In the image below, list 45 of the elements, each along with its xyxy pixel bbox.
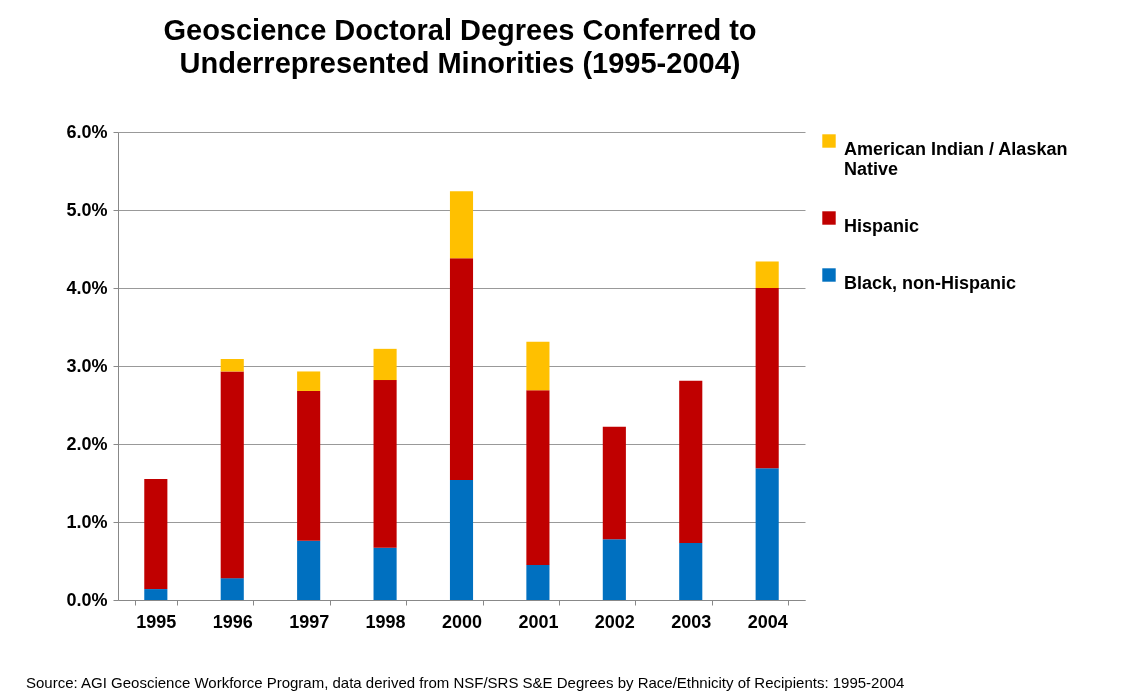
source-note: Source: AGI Geoscience Workforce Program, data derived from NSF/SRS S&E Degrees by Race/Ethnicity of Recipients: 1995-2004 <box>26 674 905 691</box>
bar <box>755 261 779 288</box>
bar <box>449 479 474 600</box>
y-tick-label: 3.0% <box>66 355 108 376</box>
chart-title: Geoscience Doctoral Degrees Conferred to Underrepresented Minorities (1995-2004) <box>162 14 758 80</box>
bar <box>755 468 779 600</box>
y-tick-label: 2.0% <box>66 433 108 454</box>
x-tick-label: 1995 <box>136 611 177 632</box>
bar <box>297 371 321 391</box>
bar <box>526 564 550 600</box>
bar <box>602 426 626 540</box>
bar <box>449 258 474 480</box>
legend-label: Black, non-Hispanic <box>844 273 1017 293</box>
x-tick-label: 1996 <box>212 611 253 632</box>
y-tick-label: 6.0% <box>66 121 108 142</box>
bar <box>373 348 397 381</box>
x-tick-label: 2001 <box>518 611 559 632</box>
bar <box>526 341 550 391</box>
bar <box>679 543 703 600</box>
x-tick-label: 2004 <box>747 611 788 632</box>
bar <box>679 380 703 544</box>
bar <box>602 539 626 600</box>
x-tick-label: 2003 <box>671 611 712 632</box>
y-tick-label: 1.0% <box>66 511 108 532</box>
bar <box>373 380 397 548</box>
x-tick-label: 1997 <box>289 611 330 632</box>
legend-label: Hispanic <box>844 216 920 236</box>
x-tick-label: 1998 <box>365 611 406 632</box>
bar <box>755 288 779 469</box>
x-tick-label: 2000 <box>441 611 483 632</box>
legend-label: American Indian / Alaskan Native <box>844 139 1068 179</box>
bar <box>144 589 168 600</box>
y-tick-label: 5.0% <box>66 199 108 220</box>
y-tick-label: 4.0% <box>66 277 108 298</box>
bar <box>373 547 397 600</box>
y-tick-label: 0.0% <box>66 589 108 610</box>
bar <box>220 358 244 372</box>
bar <box>220 578 244 600</box>
x-tick-label: 2002 <box>594 611 635 632</box>
bar <box>297 390 321 541</box>
bar <box>144 479 168 590</box>
bar <box>297 540 321 600</box>
bar <box>449 191 474 259</box>
bar <box>526 390 550 565</box>
bar <box>220 371 244 579</box>
